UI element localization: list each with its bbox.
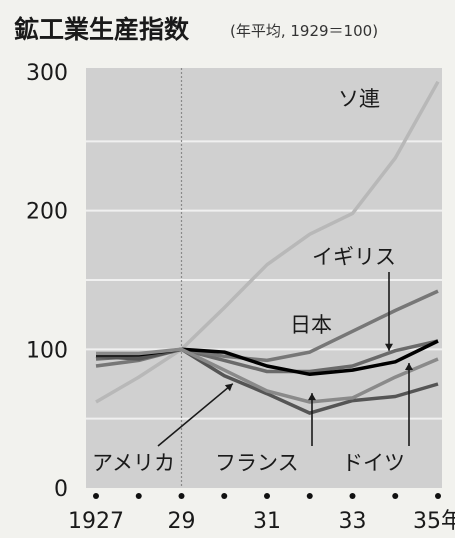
series-label: フランス	[215, 451, 299, 475]
y-axis: 0 100 200 300	[26, 61, 68, 502]
label-pointer-head	[224, 383, 233, 392]
label-pointers	[157, 272, 413, 447]
chart-title: 鉱工業生産指数	[14, 15, 190, 44]
x-tick-mark	[93, 493, 99, 499]
x-tick-mark	[178, 493, 185, 499]
series-label: イギリス	[312, 245, 396, 269]
series-lines	[95, 80, 440, 415]
label-pointer	[157, 383, 234, 447]
y-tick-label: 0	[54, 477, 68, 502]
series-label: ドイツ	[342, 451, 405, 475]
x-tick-mark	[306, 493, 313, 499]
series-label: 日本	[290, 313, 332, 337]
label-pointer-head	[405, 363, 413, 371]
x-tick-label: 33	[339, 509, 367, 534]
x-tick-label: 29	[168, 509, 196, 534]
y-tick-label: 300	[26, 61, 68, 86]
x-tick-label: 1927	[68, 509, 124, 534]
x-axis: 1927 29 31 33 35年	[68, 493, 455, 534]
series-line	[95, 80, 440, 404]
x-tick-mark	[264, 493, 270, 499]
label-pointer-head	[308, 393, 316, 401]
x-tick-label: 35年	[413, 509, 455, 534]
x-tick-mark	[392, 493, 399, 499]
x-tick-mark	[435, 493, 441, 499]
series-line	[96, 347, 439, 404]
grid	[86, 140, 442, 420]
chart-subtitle: (年平均, 1929＝100)	[230, 22, 378, 40]
y-tick-label: 200	[26, 200, 68, 225]
series-label: アメリカ	[92, 451, 175, 475]
x-tick-mark	[349, 493, 356, 499]
series-label: ソ連	[338, 87, 380, 111]
x-tick-mark	[135, 493, 142, 499]
x-tick-mark	[221, 493, 228, 499]
y-tick-label: 100	[26, 338, 68, 363]
x-tick-label: 31	[253, 509, 281, 534]
series-line	[95, 347, 439, 415]
label-pointer-head	[385, 343, 393, 351]
